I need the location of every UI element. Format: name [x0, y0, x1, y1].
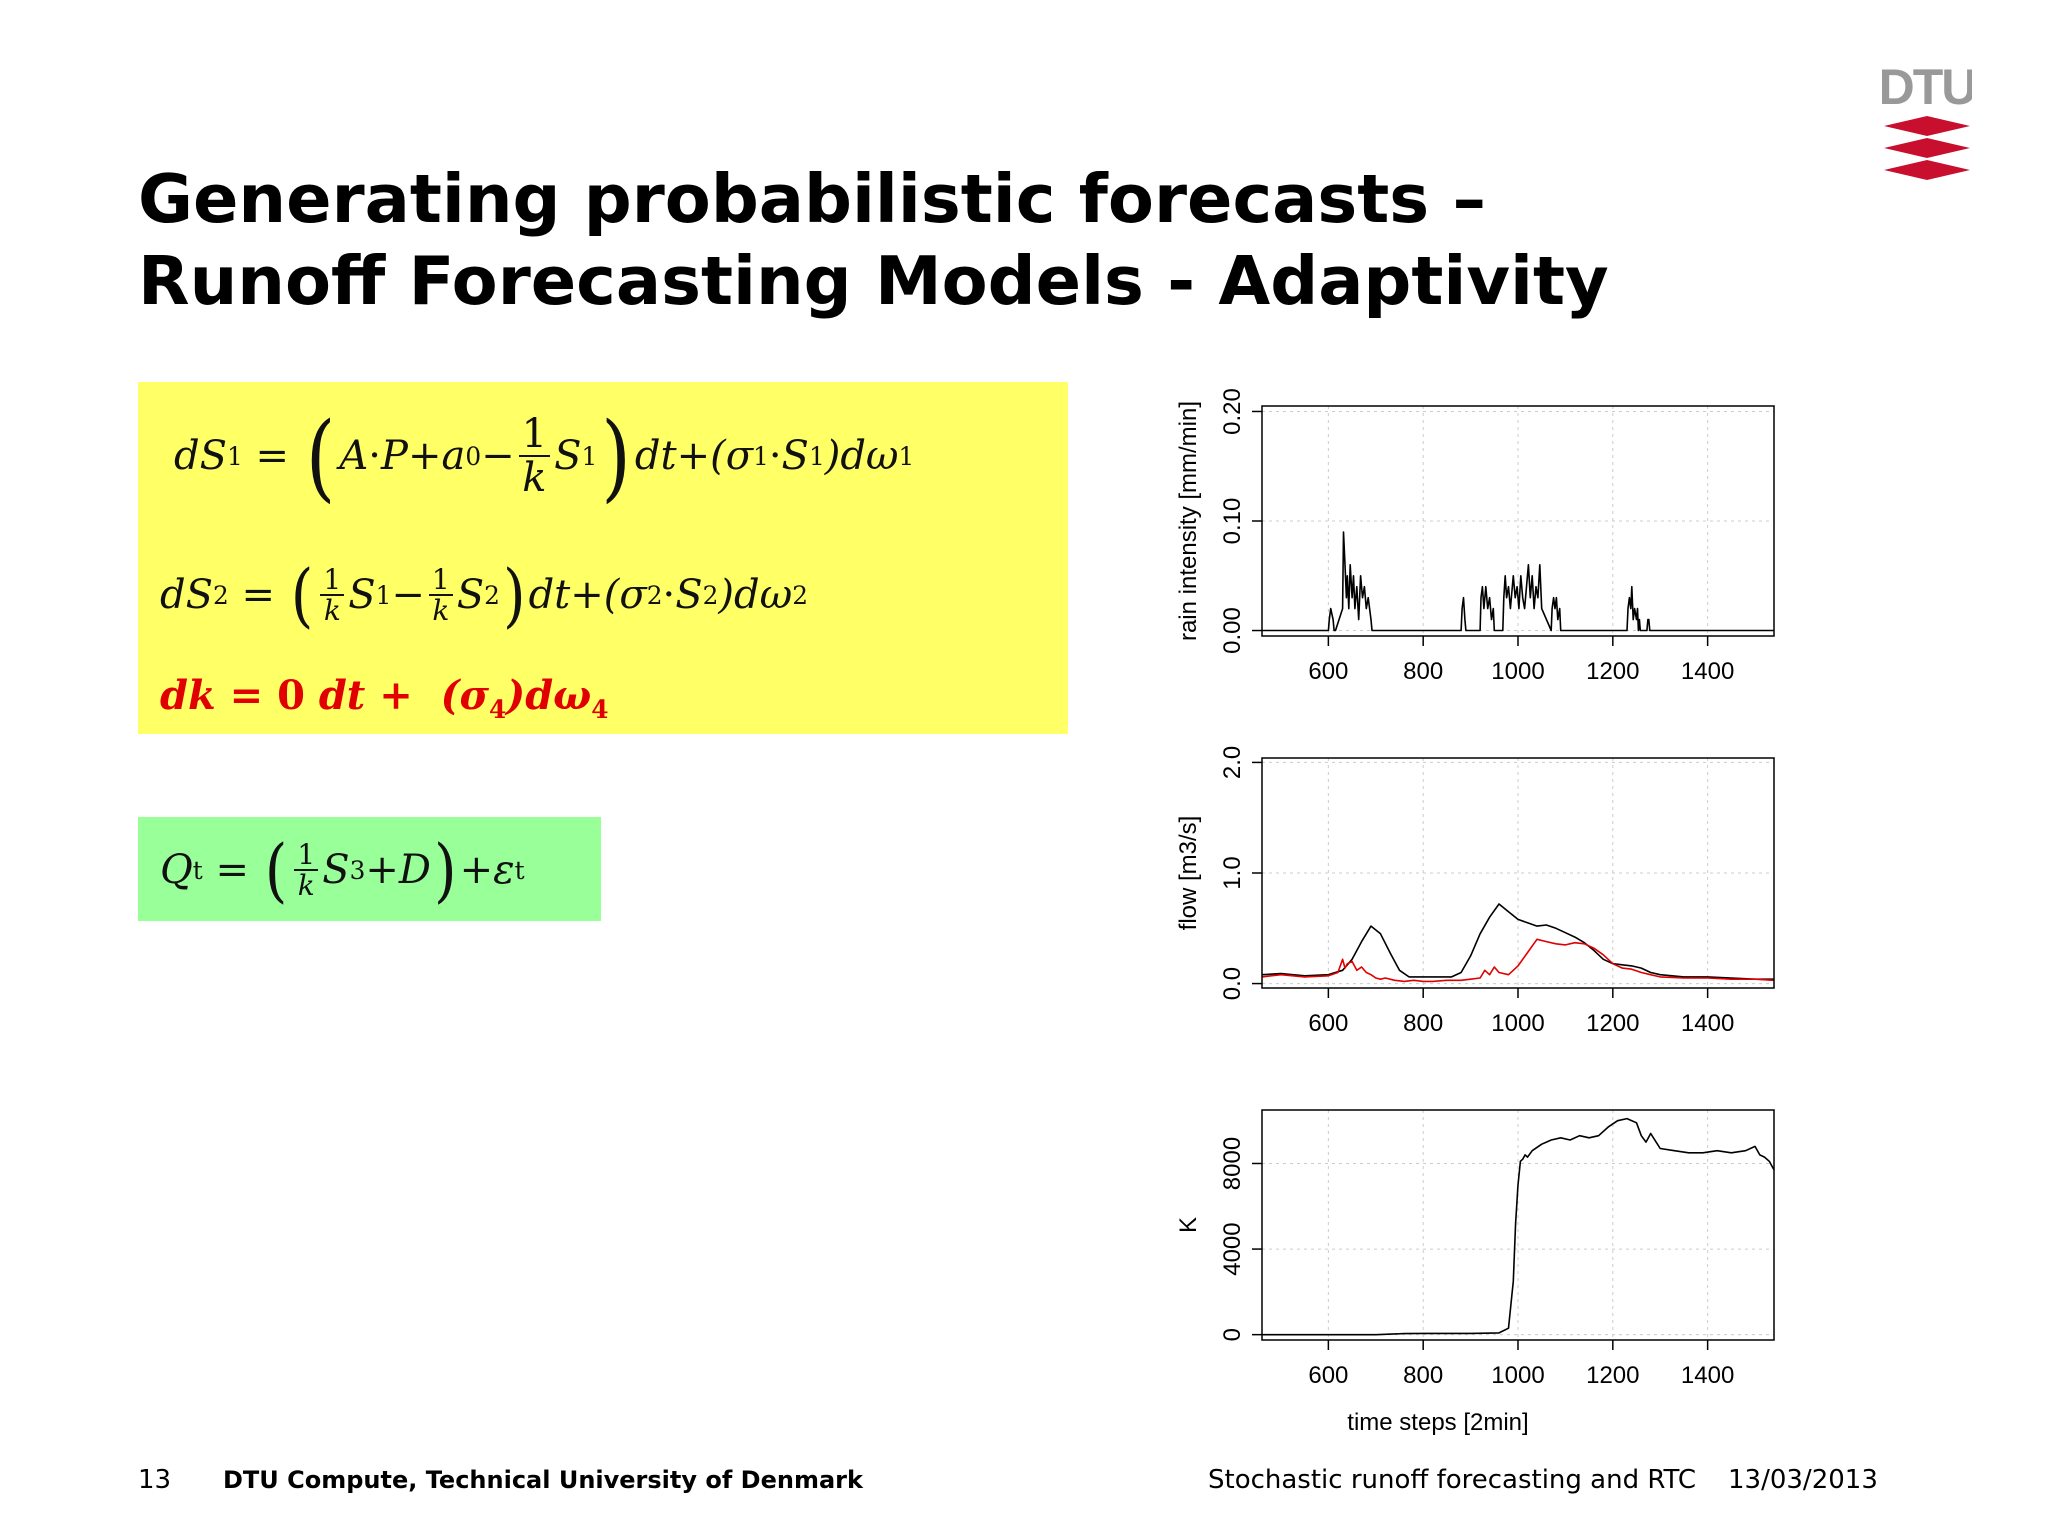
x-tick-label: 800	[1403, 1362, 1443, 1389]
x-tick-label: 1200	[1586, 1010, 1639, 1037]
x-tick-label: 1000	[1491, 1010, 1544, 1037]
title-line-2: Runoff Forecasting Models - Adaptivity	[138, 242, 1609, 320]
series-line	[1261, 903, 1774, 981]
axis-label-y: flow [m3/s]	[1175, 816, 1202, 931]
x-tick-label: 1000	[1491, 658, 1544, 685]
y-tick-label: 2.0	[1219, 746, 1246, 779]
logo-stripe	[1884, 160, 1970, 180]
axis-label-y: rain intensity [mm/min]	[1175, 401, 1202, 641]
x-tick-label: 1200	[1586, 1362, 1639, 1389]
chart-flow: 600 800 1000 1200 1400 0.0 1.0 2.0 flow [m3/s]	[1175, 746, 1775, 1037]
x-tick-label: 800	[1403, 658, 1443, 685]
x-tick-label: 1200	[1586, 658, 1639, 685]
y-tick-label: 8000	[1219, 1137, 1246, 1190]
y-tick-label: 0	[1219, 1328, 1246, 1341]
y-tick-label: 0.00	[1219, 607, 1246, 654]
series-line	[1262, 1117, 1775, 1336]
y-tick-label: 4000	[1219, 1222, 1246, 1275]
footer-date: 13/03/2013	[1728, 1465, 1878, 1495]
title-line-1: Generating probabilistic forecasts –	[138, 160, 1486, 238]
series-line	[1262, 531, 1774, 632]
x-tick-label: 1400	[1681, 658, 1734, 685]
footer-presentation-title: Stochastic runoff forecasting and RTC	[1208, 1465, 1697, 1495]
x-tick-label: 1000	[1491, 1362, 1544, 1389]
series-line	[1261, 938, 1775, 983]
page-number: 13	[138, 1465, 172, 1495]
equation-ds2: dS 2 = (1 k S 1 − 1 k S 2) dt + (σ 2 · S 2)dω 2	[160, 554, 808, 636]
x-tick-label: 1400	[1681, 1362, 1734, 1389]
charts-panel: 600 800 1000 1200 1400 0.00 0.10 0.20 rain inten…	[1150, 380, 1790, 1440]
y-tick-label: 1.0	[1219, 856, 1246, 889]
axis-label-x: time steps [2min]	[1347, 1409, 1528, 1436]
axis-label-y: K	[1175, 1217, 1202, 1233]
y-tick-label: 0.20	[1219, 388, 1246, 435]
logo-text: DTU	[1882, 59, 1972, 115]
x-tick-label: 1400	[1681, 1010, 1734, 1037]
footer-organization: DTU Compute, Technical University of Den…	[223, 1466, 863, 1494]
y-tick-label: 0.10	[1219, 498, 1246, 545]
slide-title: Generating probabilistic forecasts – Run…	[138, 158, 1738, 322]
y-tick-label: 0.0	[1219, 967, 1246, 1000]
dtu-logo: DTU	[1879, 54, 1977, 189]
x-tick-label: 600	[1308, 658, 1348, 685]
x-tick-label: 800	[1403, 1010, 1443, 1037]
equation-dk: dk = 0 dt + (σ4)dω4	[160, 672, 609, 724]
chart-rain-intensity: 600 800 1000 1200 1400 0.00 0.10 0.20 rain inten…	[1175, 388, 1775, 685]
logo-stripe	[1884, 138, 1970, 158]
x-tick-label: 600	[1308, 1010, 1348, 1037]
logo-stripe	[1884, 116, 1970, 136]
x-tick-label: 600	[1308, 1362, 1348, 1389]
